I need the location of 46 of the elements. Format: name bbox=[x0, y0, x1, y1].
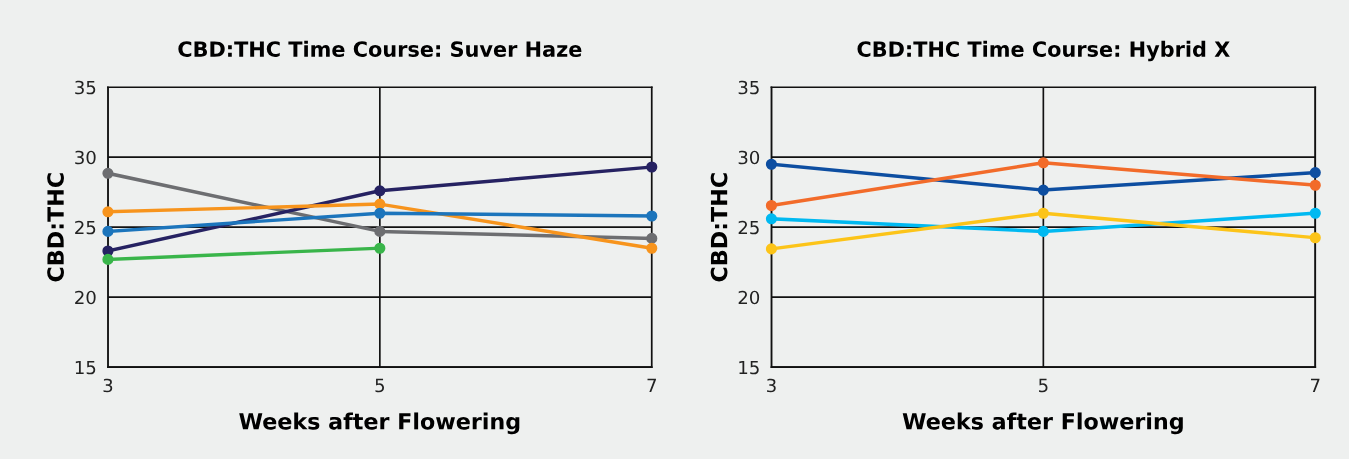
x-tick-label: 7 bbox=[647, 378, 656, 393]
x-tick-label: 7 bbox=[1311, 378, 1320, 393]
point bbox=[646, 161, 658, 173]
point bbox=[1309, 167, 1321, 179]
y-tick-label: 30 bbox=[75, 150, 96, 165]
point bbox=[765, 158, 777, 170]
x-tick-label: 3 bbox=[767, 378, 776, 393]
x-axis-title: Weeks after Flowering bbox=[239, 412, 520, 435]
point bbox=[646, 242, 658, 254]
point bbox=[374, 207, 386, 219]
point bbox=[102, 206, 114, 218]
y-tick-label: 25 bbox=[75, 220, 96, 235]
x-tick-label: 5 bbox=[375, 378, 385, 393]
point bbox=[765, 243, 777, 255]
y-axis-title: CBD:THC bbox=[710, 173, 728, 282]
point bbox=[1037, 157, 1049, 169]
point bbox=[102, 167, 114, 179]
point bbox=[1309, 232, 1321, 244]
point bbox=[1037, 225, 1049, 237]
y-tick-label: 20 bbox=[738, 290, 760, 305]
chart-title: CBD:THC Time Course: Suver Haze bbox=[178, 40, 582, 57]
point bbox=[1037, 207, 1049, 219]
x-tick-label: 3 bbox=[103, 378, 113, 393]
point bbox=[102, 225, 114, 237]
y-tick-label: 15 bbox=[75, 360, 96, 375]
point bbox=[1037, 184, 1049, 196]
point bbox=[765, 213, 777, 225]
chart-title: CBD:THC Time Course: Hybrid X bbox=[857, 40, 1230, 62]
y-tick-label: 15 bbox=[739, 360, 759, 375]
point bbox=[1309, 179, 1321, 191]
point bbox=[1309, 207, 1321, 219]
point bbox=[102, 253, 114, 265]
x-tick-label: 5 bbox=[1039, 378, 1048, 393]
point bbox=[374, 185, 386, 197]
y-tick-label: 25 bbox=[738, 220, 759, 235]
x-axis-title: Weeks after Flowering bbox=[902, 412, 1183, 435]
y-tick-label: 20 bbox=[75, 290, 96, 305]
point bbox=[646, 210, 658, 222]
y-tick-label: 35 bbox=[75, 80, 96, 95]
y-tick-label: 35 bbox=[738, 80, 759, 95]
y-tick-label: 30 bbox=[738, 150, 760, 165]
point bbox=[646, 232, 658, 244]
point bbox=[765, 199, 777, 212]
y-axis-title: CBD:THC bbox=[47, 173, 64, 282]
point bbox=[374, 225, 386, 237]
point bbox=[374, 242, 386, 254]
